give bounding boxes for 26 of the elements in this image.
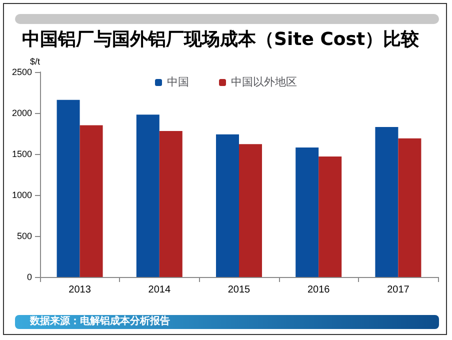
y-axis-title: $/t <box>30 56 40 66</box>
bar <box>398 138 422 277</box>
bar <box>239 144 262 277</box>
x-tick-label: 2017 <box>387 284 410 296</box>
y-tick-label: 500 <box>16 231 32 241</box>
x-tick-label: 2016 <box>307 284 330 296</box>
source-note: 数据来源：电解铝成本分析报告 <box>30 315 170 329</box>
bar <box>318 156 342 277</box>
legend-label: 中国以外地区 <box>231 76 297 88</box>
x-tick-label: 2015 <box>228 284 251 296</box>
y-tick-label: 1500 <box>12 149 32 159</box>
bar <box>80 125 103 277</box>
bar <box>216 134 239 277</box>
x-tick-label: 2013 <box>68 284 92 296</box>
y-tick-label: 0 <box>26 272 32 282</box>
legend-label: 中国 <box>167 76 189 88</box>
bar <box>56 100 80 277</box>
bar <box>136 114 160 277</box>
chart-title: 中国铝厂与国外铝厂现场成本（Site Cost）比较 <box>22 28 420 51</box>
bar <box>296 147 319 277</box>
y-tick-label: 2500 <box>12 67 32 77</box>
x-tick-label: 2014 <box>148 284 171 296</box>
bar <box>375 126 398 277</box>
y-tick-label: 2000 <box>12 108 32 118</box>
y-tick-label: 1000 <box>12 190 32 200</box>
bar <box>159 131 182 277</box>
